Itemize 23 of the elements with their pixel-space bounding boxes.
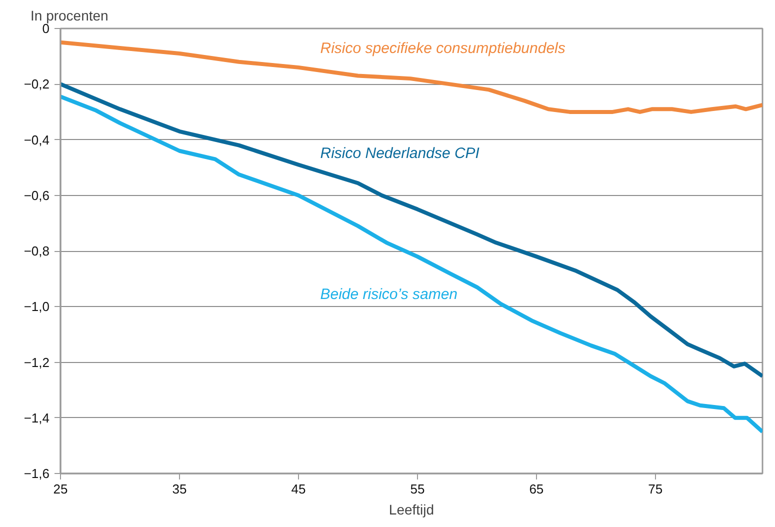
y-tick-label: −0,2	[24, 76, 50, 92]
series-label: Beide risico’s samen	[320, 286, 458, 304]
y-tick-label: −0,6	[24, 188, 50, 203]
y-tick-label: 0	[42, 21, 50, 36]
y-tick-label: −0,8	[24, 244, 50, 258]
x-tick-label: 65	[529, 482, 544, 496]
x-axis-title: Leeftijd	[388, 502, 434, 518]
x-tick-label: 35	[172, 482, 187, 496]
line-series	[60, 40, 762, 114]
x-tick-label: 25	[53, 482, 68, 496]
y-tick-label: −1,2	[24, 354, 50, 370]
series-label: Risico specifieke consumptiebundels	[320, 40, 566, 57]
y-tick-label: −0,4	[24, 132, 50, 148]
x-tick-label: 55	[410, 482, 425, 496]
y-axis-title: In procenten	[30, 8, 108, 24]
x-tick-label: 45	[291, 482, 306, 496]
x-tick-label: 75	[648, 482, 663, 496]
line-series	[60, 94, 762, 434]
y-tick-label: −1,4	[24, 410, 50, 426]
line-series	[60, 82, 762, 378]
series-label: Risico Nederlandse CPI	[320, 145, 480, 162]
y-tick-label: −1,0	[24, 299, 50, 314]
y-tick-label: −1,6	[24, 466, 50, 481]
